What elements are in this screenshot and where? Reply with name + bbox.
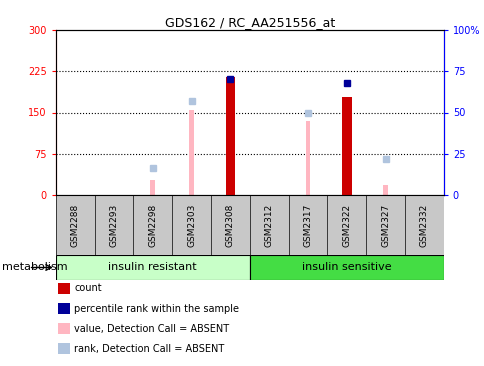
Text: GSM2317: GSM2317 <box>303 204 312 247</box>
Text: count: count <box>74 283 102 294</box>
Text: GSM2298: GSM2298 <box>148 204 157 247</box>
Text: GSM2308: GSM2308 <box>226 204 234 247</box>
Text: insulin sensitive: insulin sensitive <box>302 262 391 273</box>
Text: GSM2288: GSM2288 <box>71 204 79 247</box>
Title: GDS162 / RC_AA251556_at: GDS162 / RC_AA251556_at <box>164 16 334 29</box>
Bar <box>249 255 443 280</box>
Text: insulin resistant: insulin resistant <box>108 262 197 273</box>
Text: GSM2327: GSM2327 <box>380 204 389 247</box>
Text: GSM2322: GSM2322 <box>342 204 350 247</box>
Bar <box>382 185 387 195</box>
Text: GSM2293: GSM2293 <box>109 204 118 247</box>
Bar <box>305 121 310 195</box>
Bar <box>189 110 194 195</box>
Text: GSM2332: GSM2332 <box>419 204 428 247</box>
Text: GSM2312: GSM2312 <box>264 204 273 247</box>
Bar <box>341 97 351 195</box>
Bar <box>56 255 249 280</box>
Bar <box>225 77 235 195</box>
Text: value, Detection Call = ABSENT: value, Detection Call = ABSENT <box>74 324 229 334</box>
Text: metabolism: metabolism <box>2 262 68 273</box>
Text: GSM2303: GSM2303 <box>187 204 196 247</box>
Bar <box>150 180 155 195</box>
Text: percentile rank within the sample: percentile rank within the sample <box>74 303 239 314</box>
Text: rank, Detection Call = ABSENT: rank, Detection Call = ABSENT <box>74 344 224 354</box>
